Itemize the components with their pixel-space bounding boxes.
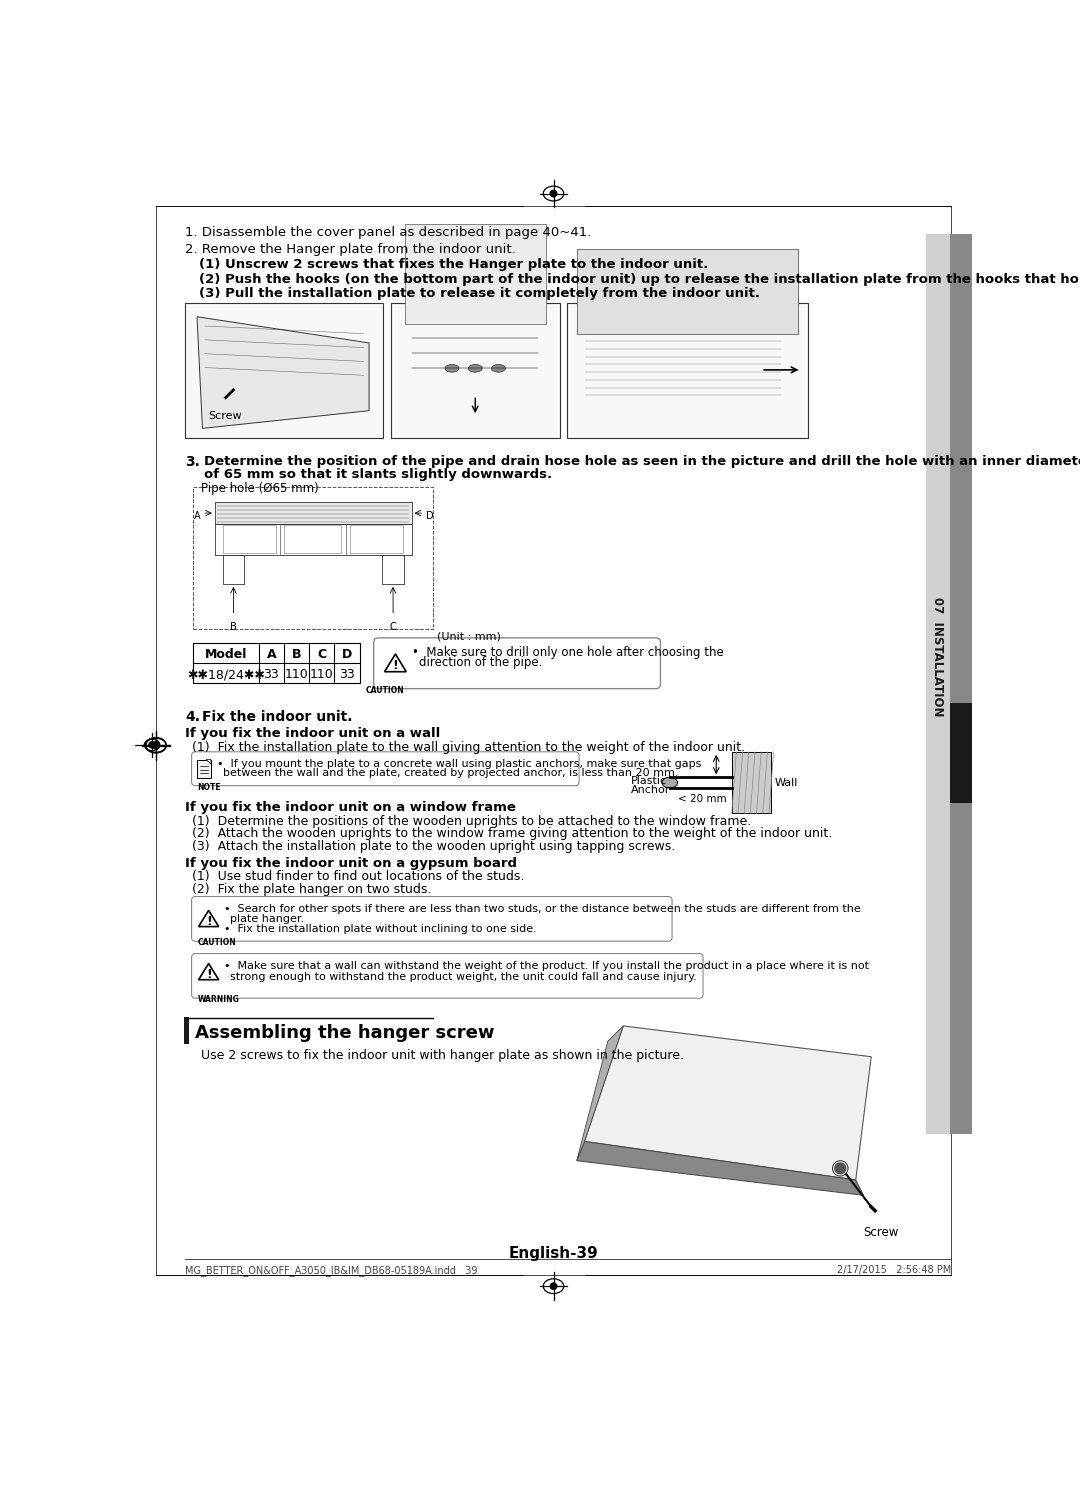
Bar [215,502,411,523]
Text: (2)  Fix the plate hanger on two studs.: (2) Fix the plate hanger on two studs. [191,883,431,896]
Bar [184,1017,189,1044]
Ellipse shape [491,364,505,373]
Text: CAUTION: CAUTION [198,938,237,947]
Text: WARNING: WARNING [198,994,240,1003]
Bar [950,704,972,804]
Text: B: B [230,622,237,632]
Bar [950,234,972,1135]
Polygon shape [206,759,211,763]
Text: 2/17/2015   2:56:48 PM: 2/17/2015 2:56:48 PM [837,1266,951,1275]
Bar [222,555,244,584]
Text: direction of the pipe.: direction of the pipe. [419,656,542,669]
Text: MG_BETTER_ON&OFF_A3050_IB&IM_DB68-05189A.indd   39: MG_BETTER_ON&OFF_A3050_IB&IM_DB68-05189A… [186,1266,477,1276]
Bar [186,303,383,438]
Text: ✱✱18/24✱✱: ✱✱18/24✱✱ [187,668,265,681]
Bar [926,234,972,1135]
Circle shape [550,191,557,197]
Text: If you fix the indoor unit on a gypsum board: If you fix the indoor unit on a gypsum b… [186,856,517,869]
Text: Model: Model [204,649,247,662]
Text: 33: 33 [339,668,354,681]
Text: •  Fix the installation plate without inclining to one side.: • Fix the installation plate without inc… [225,924,537,935]
Text: 33: 33 [264,668,280,681]
Text: (2)  Attach the wooden uprights to the window frame giving attention to the weig: (2) Attach the wooden uprights to the wi… [191,828,832,841]
Text: (1)  Use stud finder to find out locations of the studs.: (1) Use stud finder to find out location… [191,871,524,883]
Text: NOTE: NOTE [197,783,220,792]
Text: Determine the position of the pipe and drain hose hole as seen in the picture an: Determine the position of the pipe and d… [204,455,1080,468]
Bar [405,224,545,325]
Text: •  If you mount the plate to a concrete wall using plastic anchors, make sure th: • If you mount the plate to a concrete w… [217,759,702,769]
Polygon shape [197,316,369,428]
Bar [193,488,433,629]
Text: strong enough to withstand the product weight, the unit could fall and cause inj: strong enough to withstand the product w… [230,972,698,983]
Text: •  Search for other spots if there are less than two studs, or the distance betw: • Search for other spots if there are le… [225,904,861,914]
Text: 110: 110 [284,668,308,681]
Text: (3) Pull the installation plate to release it completely from the indoor unit.: (3) Pull the installation plate to relea… [200,288,760,301]
Ellipse shape [445,364,459,373]
Text: English-39: English-39 [509,1246,598,1261]
Text: B: B [292,649,301,662]
Bar [284,525,341,553]
Text: 3.: 3. [186,455,200,468]
Text: 4.: 4. [186,710,201,725]
Bar [222,525,276,553]
Text: 1. Disassemble the cover panel as described in page 40~41.: 1. Disassemble the cover panel as descri… [186,227,592,239]
Ellipse shape [469,364,482,373]
Text: •  Make sure that a wall can withstand the weight of the product. If you install: • Make sure that a wall can withstand th… [225,962,869,971]
Text: Anchor: Anchor [631,784,671,795]
Text: A: A [193,511,200,520]
Text: 07  INSTALLATION: 07 INSTALLATION [931,598,944,717]
Bar [567,303,808,438]
Text: CAUTION: CAUTION [365,686,404,695]
Bar [382,555,404,584]
Text: !: ! [392,659,399,672]
Text: C: C [318,649,326,662]
Text: < 20 mm: < 20 mm [677,795,726,804]
Text: C: C [390,622,396,632]
Bar [391,303,559,438]
Text: Plastic: Plastic [631,777,667,786]
Text: •  Make sure to drill only one hole after choosing the: • Make sure to drill only one hole after… [413,646,725,659]
Text: of 65 mm so that it slants slightly downwards.: of 65 mm so that it slants slightly down… [204,468,552,482]
Bar [732,751,770,814]
Text: Wall: Wall [774,778,798,787]
Bar [577,249,798,334]
Text: D: D [426,511,433,520]
Circle shape [149,743,156,748]
Text: (2) Push the hooks (on the bottom part of the indoor unit) up to release the ins: (2) Push the hooks (on the bottom part o… [200,273,1080,286]
Polygon shape [577,1142,864,1196]
Text: !: ! [206,914,212,927]
Text: Screw: Screw [864,1226,899,1239]
Text: (1)  Fix the installation plate to the wall giving attention to the weight of th: (1) Fix the installation plate to the wa… [191,741,745,754]
Text: Fix the indoor unit.: Fix the indoor unit. [202,710,353,725]
Bar [193,643,360,683]
Text: Pipe hole (Ø65 mm): Pipe hole (Ø65 mm) [201,482,319,495]
Circle shape [835,1163,846,1173]
Text: (3)  Attach the installation plate to the wooden upright using tapping screws.: (3) Attach the installation plate to the… [191,839,675,853]
Text: between the wall and the plate, created by projected anchor, is less than 20 mm.: between the wall and the plate, created … [222,768,678,778]
Text: plate hanger.: plate hanger. [230,914,305,923]
Text: A: A [267,649,276,662]
Circle shape [550,1282,557,1290]
Text: Screw: Screw [208,410,242,420]
Text: !: ! [206,968,212,981]
Bar [197,759,211,778]
Ellipse shape [662,777,677,787]
Bar [350,525,403,553]
Text: 110: 110 [310,668,334,681]
Text: Assembling the hanger screw: Assembling the hanger screw [194,1024,495,1042]
Text: (Unit : mm): (Unit : mm) [437,632,501,641]
Text: If you fix the indoor unit on a wall: If you fix the indoor unit on a wall [186,728,441,740]
Text: If you fix the indoor unit on a window frame: If you fix the indoor unit on a window f… [186,801,516,814]
Circle shape [152,741,159,748]
Text: D: D [341,649,352,662]
Text: (1)  Determine the positions of the wooden uprights to be attached to the window: (1) Determine the positions of the woode… [191,816,751,828]
Text: Use 2 screws to fix the indoor unit with hanger plate as shown in the picture.: Use 2 screws to fix the indoor unit with… [201,1050,684,1062]
Polygon shape [584,1026,872,1179]
Polygon shape [577,1026,623,1160]
Text: 2. Remove the Hanger plate from the indoor unit.: 2. Remove the Hanger plate from the indo… [186,243,516,256]
Circle shape [152,743,159,748]
Bar [215,523,411,555]
Text: (1) Unscrew 2 screws that fixes the Hanger plate to the indoor unit.: (1) Unscrew 2 screws that fixes the Hang… [200,258,708,271]
